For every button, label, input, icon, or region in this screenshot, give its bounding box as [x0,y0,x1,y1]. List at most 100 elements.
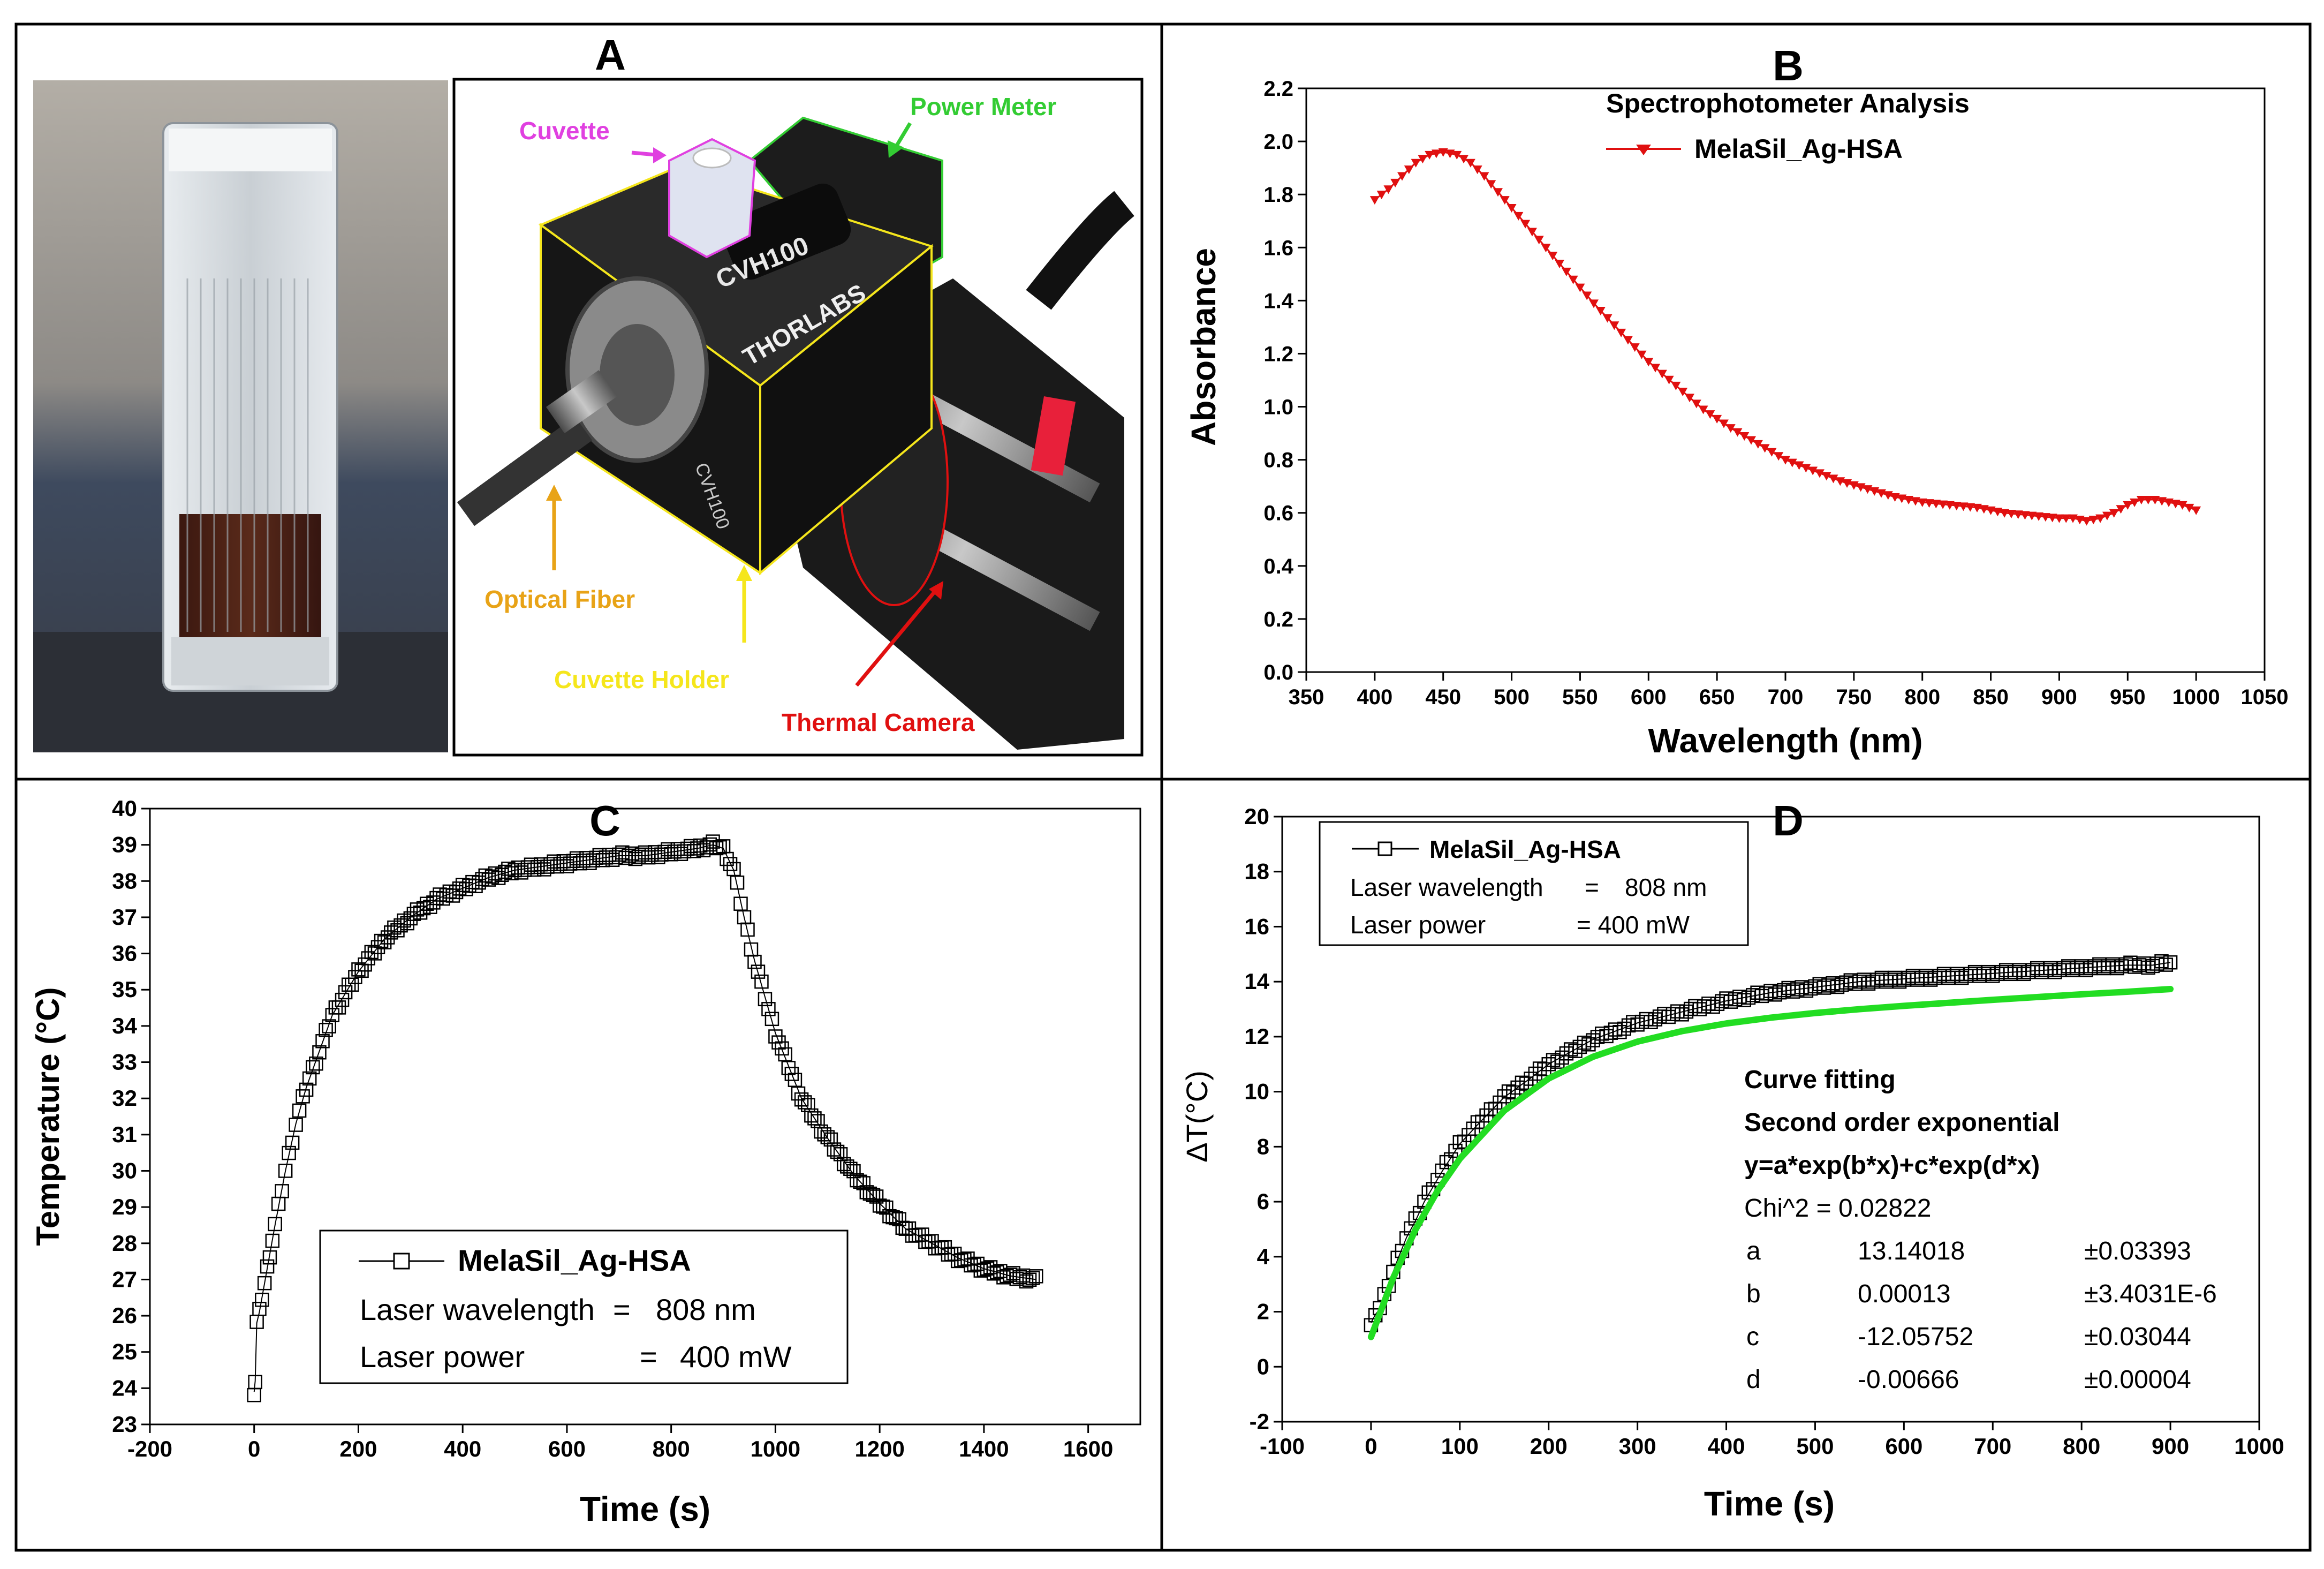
x-tick-label: 950 [2110,685,2146,709]
data-point [2013,510,2023,519]
legend-b-marker [1636,145,1651,155]
data-point [2130,498,2140,507]
y-tick-label: 28 [112,1231,137,1256]
data-point [2157,497,2167,506]
data-point [1486,180,1496,189]
data-point [1951,502,1962,511]
fit-box: Curve fitting Second order exponential y… [1744,1066,2217,1394]
data-point [754,974,769,989]
y-tick-label: -2 [1250,1409,1269,1434]
x-tick-label: 450 [1425,685,1461,709]
data-point [1479,172,1489,181]
x-tick-label: 550 [1562,685,1598,709]
data-point [1746,436,1757,445]
data-point [1732,428,1743,437]
data-point [1506,1085,1520,1100]
data-point [278,1164,293,1178]
y-tick-label: 40 [112,796,137,821]
data-point [268,1217,282,1232]
fit-param-name: c [1746,1323,1759,1351]
data-point [1515,1075,1530,1090]
data-point [2006,509,2016,518]
fit-curve [1367,986,2174,1340]
y-tick-label: 37 [112,904,137,930]
x-tick-label: 750 [1836,685,1872,709]
data-point [257,1276,272,1291]
data-point [2068,514,2078,523]
x-tick-label: 200 [339,1436,377,1461]
data-point [2040,513,2050,522]
x-tick-label: 100 [1441,1434,1479,1459]
legend-d-line1-label: Laser wavelength [1350,873,1543,901]
data-point [1532,1061,1547,1076]
data-point [1685,394,1694,403]
data-point [1493,188,1503,197]
legend-c-marker [393,1253,410,1270]
data-point [1931,500,1941,509]
data-point [275,1184,289,1198]
data-point [2034,512,2044,521]
data-point [292,1103,307,1118]
chart-d-xlabel: Time (s) [1704,1484,1835,1523]
data-point [260,1259,275,1274]
callouts: Cuvette Power Meter Optical Fiber Cuvett… [485,93,1057,736]
data-point [758,992,773,1007]
legend-c-line2-value: 400 mW [680,1340,792,1374]
data-point [2164,498,2174,507]
data-point [1445,149,1455,159]
data-point [1589,299,1599,308]
panel-label-c: C [589,797,620,844]
data-point [1528,1066,1543,1081]
data-point [1534,236,1544,245]
data-point [1568,275,1578,284]
fit-param-value: 13.14018 [1858,1237,1965,1265]
callout-optical-fiber: Optical Fiber [485,585,635,613]
x-tick-label: 800 [1904,685,1940,709]
fit-title: Curve fitting [1744,1066,1896,1094]
y-tick-label: 23 [112,1412,137,1437]
data-point [2075,516,2085,525]
x-tick-label: -200 [127,1436,172,1461]
y-tick-label: 25 [112,1339,137,1364]
data-point [2150,495,2160,504]
data-point [1602,314,1613,323]
data-point [1781,456,1790,465]
y-tick-label: 1.4 [1263,289,1293,313]
data-point [1418,155,1428,164]
fit-param-err: ±3.4031E-6 [2084,1280,2217,1308]
legend-c-line1-eq: = [613,1293,631,1326]
data-point [2102,511,2112,521]
data-point [2095,514,2106,523]
data-point [1537,1062,1551,1077]
data-point [1719,419,1729,428]
y-tick-label: 8 [1257,1134,1269,1159]
data-point [2191,506,2201,515]
data-point [1459,155,1469,164]
data-point [1411,159,1421,168]
data-point [1510,1080,1525,1095]
fit-param-value: -12.05752 [1858,1323,1973,1351]
data-point [2054,514,2064,523]
x-tick-label: 500 [1494,685,1530,709]
data-point [1774,452,1784,461]
data-point [1904,495,1914,504]
data-point [2123,501,2133,510]
data-point [761,1002,776,1016]
data-point [1595,306,1606,315]
data-point [1691,399,1701,409]
data-point [1452,150,1462,160]
data-point [1787,458,1797,467]
data-point [1767,448,1777,457]
data-point [1425,150,1435,160]
y-tick-label: 0.2 [1263,608,1293,631]
data-point [2163,955,2178,970]
callout-cuvette: Cuvette [519,117,610,145]
data-point [1644,1015,1658,1029]
chart-b-ylabel: Absorbance [1184,248,1223,446]
legend-b-label: MelaSil_Ag-HSA [1694,134,1903,164]
y-tick-label: 29 [112,1194,137,1219]
data-point [255,1293,269,1307]
x-tick-label: 800 [653,1436,690,1461]
chart-d: -100 0 100 200 300 400 500 600 700 800 900 1000 -2 0 2… [1180,804,2284,1523]
data-point [1404,165,1414,175]
